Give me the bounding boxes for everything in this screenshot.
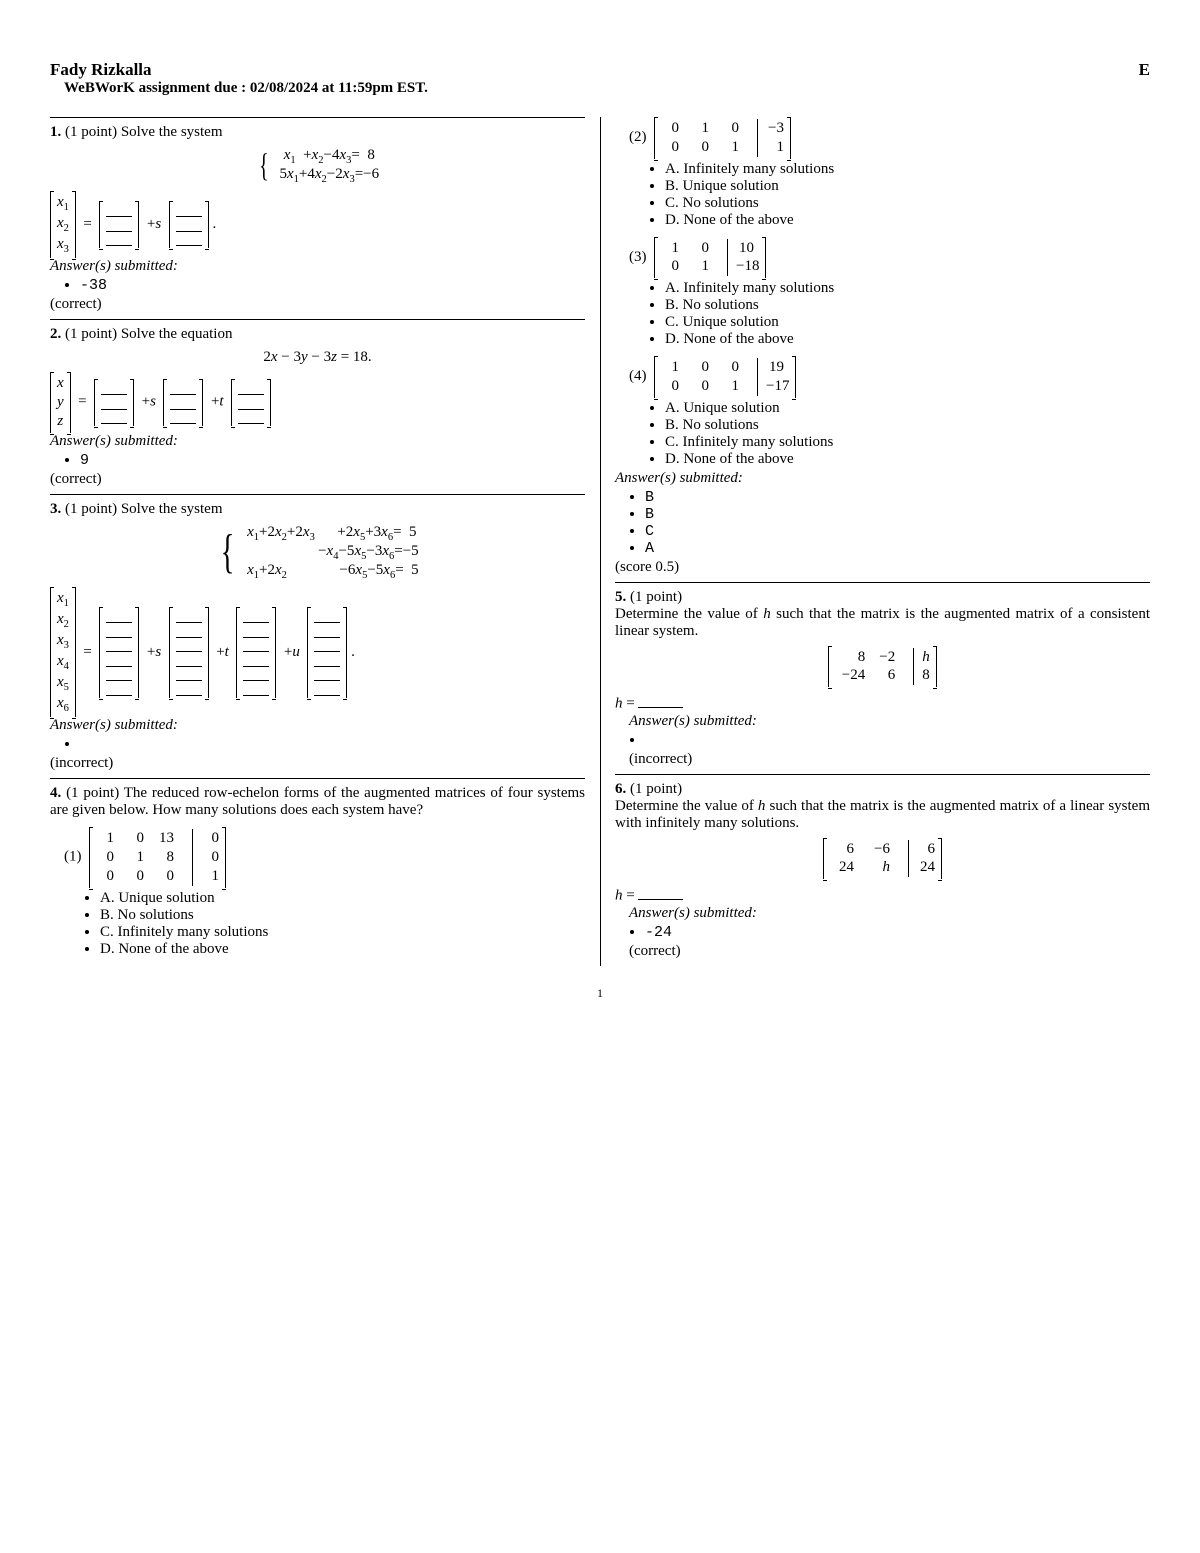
answer: C xyxy=(645,523,654,540)
answer: -38 xyxy=(80,277,107,294)
problem-5: 5. (1 point) Determine the value of h su… xyxy=(615,582,1150,774)
answers-label: Answer(s) submitted: xyxy=(50,433,585,450)
option: C. Unique solution xyxy=(665,314,1150,331)
problem-number: 2. xyxy=(50,326,61,342)
option: B. No solutions xyxy=(100,907,585,924)
prompt: Determine the value of h such that the m… xyxy=(615,798,1150,831)
student-name: Fady Rizkalla xyxy=(50,60,152,80)
problem-6: 6. (1 point) Determine the value of h su… xyxy=(615,774,1150,966)
prompt: The reduced row-echelon forms of the aug… xyxy=(50,785,585,818)
status: (correct) xyxy=(50,471,585,488)
prompt: Determine the value of h such that the m… xyxy=(615,606,1150,639)
option: B. Unique solution xyxy=(665,178,1150,195)
answer: 9 xyxy=(80,452,89,469)
option: C. Infinitely many solutions xyxy=(100,924,585,941)
prompt: Solve the system xyxy=(121,124,223,140)
problem-2: 2. (1 point) Solve the equation 2x − 3y … xyxy=(50,319,585,493)
prompt: Solve the system xyxy=(121,501,223,517)
option: C. No solutions xyxy=(665,195,1150,212)
problem-number: 1. xyxy=(50,124,61,140)
status: (correct) xyxy=(50,296,585,313)
prompt: Solve the equation xyxy=(121,326,233,342)
equation: 2x − 3y − 3z = 18. xyxy=(263,349,371,365)
answer: B xyxy=(645,506,654,523)
problem-3: 3. (1 point) Solve the system { x1+2x2+2… xyxy=(50,494,585,779)
page-number: 1 xyxy=(50,986,1150,1001)
option: D. None of the above xyxy=(665,451,1150,468)
points: (1 point) xyxy=(65,124,117,140)
answer: -24 xyxy=(645,924,672,941)
answer: B xyxy=(645,489,654,506)
problem-number: 4. xyxy=(50,785,61,801)
option: A. Unique solution xyxy=(665,400,1150,417)
problem-number: 6. xyxy=(615,781,626,797)
points: (1 point) xyxy=(630,781,682,797)
answers-label: Answer(s) submitted: xyxy=(629,905,1150,922)
option: D. None of the above xyxy=(665,212,1150,229)
points: (1 point) xyxy=(65,501,117,517)
option: A. Infinitely many solutions xyxy=(665,280,1150,297)
status: (incorrect) xyxy=(50,755,585,772)
option: D. None of the above xyxy=(100,941,585,958)
option: B. No solutions xyxy=(665,297,1150,314)
points: (1 point) xyxy=(65,326,117,342)
answers-label: Answer(s) submitted: xyxy=(50,717,585,734)
option: A. Unique solution xyxy=(100,890,585,907)
points: (1 point) xyxy=(66,785,119,801)
status: (correct) xyxy=(629,943,1150,960)
corner-letter: E xyxy=(1139,60,1150,80)
problem-number: 3. xyxy=(50,501,61,517)
points: (1 point) xyxy=(630,589,682,605)
answers-label: Answer(s) submitted: xyxy=(50,258,585,275)
header: Fady Rizkalla E WeBWorK assignment due :… xyxy=(50,60,1150,97)
option: C. Infinitely many solutions xyxy=(665,434,1150,451)
problem-number: 5. xyxy=(615,589,626,605)
option: B. No solutions xyxy=(665,417,1150,434)
option: A. Infinitely many solutions xyxy=(665,161,1150,178)
answer: A xyxy=(645,540,654,557)
status: (incorrect) xyxy=(629,751,1150,768)
problem-1: 1. (1 point) Solve the system { x1 +x2−4… xyxy=(50,117,585,319)
option: D. None of the above xyxy=(665,331,1150,348)
assignment-due: WeBWorK assignment due : 02/08/2024 at 1… xyxy=(64,80,1150,97)
status: (score 0.5) xyxy=(615,559,1150,576)
answers-label: Answer(s) submitted: xyxy=(615,470,1150,487)
answers-label: Answer(s) submitted: xyxy=(629,713,1150,730)
